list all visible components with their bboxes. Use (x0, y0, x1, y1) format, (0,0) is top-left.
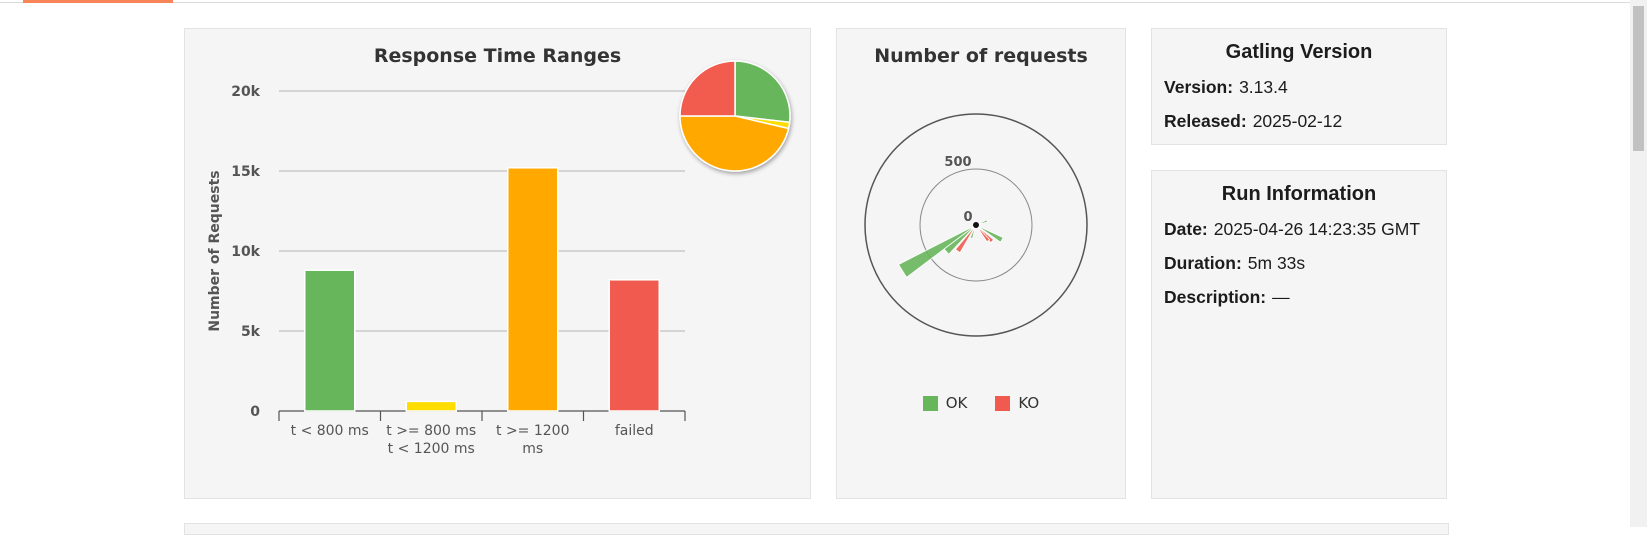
x-tick-label: t >= 800 ms (386, 423, 476, 439)
y-axis-title: Number of Requests (207, 170, 223, 331)
pie-chart (679, 60, 791, 172)
version-value: 3.13.4 (1239, 77, 1288, 97)
response-time-ranges-chart: 0 5k 10k 15k 20k Number of Requests t < 800 ms… (207, 60, 791, 457)
released-label: Released: (1164, 111, 1247, 131)
date-value: 2025-04-26 14:23:35 GMT (1213, 219, 1421, 239)
version-label: Version: (1164, 77, 1234, 97)
duration-row: Duration: 5m 33s (1152, 248, 1446, 282)
panel-title: Run Information (1221, 183, 1377, 205)
legend-item-ok[interactable]: OK (922, 394, 968, 412)
chart-legend: OK KO (837, 394, 1125, 412)
ring-label: 0 (963, 210, 972, 225)
description-label: Description: (1164, 287, 1267, 307)
chart-title: Response Time Ranges (373, 45, 622, 67)
y-tick-label: 0 (250, 404, 260, 420)
date-label: Date: (1164, 219, 1208, 239)
polar-wedge (975, 224, 1004, 243)
outer-ring (864, 113, 1088, 337)
x-tick-label: t < 1200 ms (388, 441, 475, 457)
inner-ring (919, 168, 1033, 282)
released-row: Released: 2025-02-12 (1152, 106, 1446, 140)
y-tick-label: 20k (231, 84, 260, 100)
polar-wedge (969, 224, 977, 240)
chart-title: Number of requests (874, 45, 1088, 67)
description-value: — (1272, 287, 1290, 307)
legend-label: KO (1018, 394, 1040, 412)
next-section-panel (184, 523, 1449, 535)
scrollbar-thumb[interactable] (1633, 6, 1644, 151)
x-tick-label: t < 800 ms (291, 423, 369, 439)
duration-value: 5m 33s (1247, 253, 1306, 273)
legend-swatch-ok (922, 395, 938, 411)
vertical-scrollbar[interactable] (1630, 0, 1647, 527)
bar (608, 279, 660, 412)
bar (507, 167, 559, 412)
bar (304, 269, 356, 412)
polar-wedge (975, 219, 989, 226)
pie-slice (734, 60, 791, 124)
y-tick-label: 15k (231, 164, 260, 180)
x-tick-label: t >= 1200 (496, 423, 569, 439)
response-time-ranges-panel: Response Time Ranges 0 5k 10k 15k 20k Number … (184, 28, 811, 499)
polar-wedge (897, 224, 977, 278)
description-row: Description: — (1152, 282, 1446, 316)
panel-title: Gatling Version (1225, 41, 1373, 63)
center-dot (973, 222, 979, 228)
requests-polar-chart: 500 0 (864, 113, 1088, 337)
pie-slice (679, 115, 790, 172)
top-divider (0, 2, 1633, 3)
legend-swatch-ko (995, 395, 1011, 411)
polar-wedge (975, 224, 991, 243)
date-row: Date: 2025-04-26 14:23:35 GMT (1152, 214, 1446, 248)
legend-label: OK (945, 394, 968, 412)
ring-label: 500 (944, 155, 971, 170)
version-row: Version: 3.13.4 (1152, 72, 1446, 106)
y-tick-label: 5k (241, 324, 261, 340)
duration-label: Duration: (1164, 253, 1242, 273)
x-tick-label: failed (615, 423, 654, 439)
number-of-requests-panel: Number of requests 500 0 OK KO (836, 28, 1126, 499)
polar-wedge (943, 224, 977, 255)
x-tick-label: ms (522, 441, 543, 457)
y-tick-label: 10k (231, 244, 260, 260)
legend-item-ko[interactable]: KO (995, 394, 1039, 412)
released-value: 2025-02-12 (1252, 111, 1343, 131)
pie-slice (679, 60, 736, 117)
gatling-version-panel: Gatling Version Version: 3.13.4 Released:… (1151, 28, 1447, 145)
active-tab-indicator (23, 0, 173, 3)
bar (405, 400, 457, 412)
polar-wedge (954, 224, 977, 254)
run-information-panel: Run Information Date: 2025-04-26 14:23:35… (1151, 170, 1447, 499)
